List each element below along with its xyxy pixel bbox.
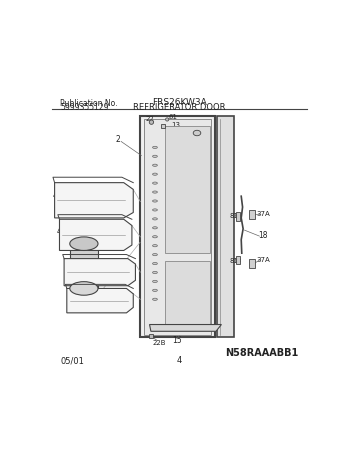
Text: 5999355129: 5999355129 — [60, 103, 108, 111]
Ellipse shape — [193, 130, 201, 136]
Text: 15: 15 — [173, 336, 182, 345]
Text: 7: 7 — [71, 236, 76, 246]
Text: 49: 49 — [69, 267, 77, 273]
Polygon shape — [70, 244, 98, 289]
Ellipse shape — [153, 182, 158, 184]
Ellipse shape — [70, 237, 98, 251]
Text: 4: 4 — [177, 356, 182, 365]
Text: 37A: 37A — [256, 211, 270, 217]
Ellipse shape — [153, 146, 158, 149]
Polygon shape — [165, 261, 210, 324]
Text: FRS26KW3A: FRS26KW3A — [152, 98, 207, 107]
Ellipse shape — [153, 245, 158, 247]
Ellipse shape — [153, 164, 158, 166]
Bar — [149, 334, 153, 338]
Text: 22: 22 — [145, 116, 154, 122]
Polygon shape — [67, 289, 133, 313]
Ellipse shape — [153, 226, 158, 229]
Text: 4: 4 — [53, 191, 58, 200]
Ellipse shape — [153, 298, 158, 300]
Ellipse shape — [153, 191, 158, 193]
Text: 81: 81 — [229, 213, 238, 219]
Ellipse shape — [153, 271, 158, 274]
Text: 2: 2 — [115, 135, 120, 144]
Ellipse shape — [70, 282, 98, 295]
Text: 4: 4 — [57, 227, 62, 236]
Polygon shape — [64, 259, 135, 286]
Ellipse shape — [153, 280, 158, 283]
Ellipse shape — [153, 289, 158, 291]
Text: 05/01: 05/01 — [60, 356, 84, 365]
Ellipse shape — [153, 173, 158, 175]
Polygon shape — [140, 116, 215, 337]
Bar — [248, 210, 254, 219]
Text: 61: 61 — [168, 114, 177, 120]
Polygon shape — [217, 116, 234, 337]
Text: 37A: 37A — [256, 257, 270, 263]
Ellipse shape — [153, 200, 158, 202]
Ellipse shape — [153, 155, 158, 157]
Polygon shape — [149, 324, 222, 331]
Polygon shape — [144, 119, 211, 335]
Text: 18: 18 — [258, 231, 268, 240]
Text: 96: 96 — [200, 130, 209, 136]
Ellipse shape — [153, 254, 158, 255]
Bar — [248, 259, 254, 268]
Bar — [236, 256, 240, 264]
Text: 13: 13 — [172, 122, 180, 128]
Polygon shape — [55, 183, 133, 218]
Text: Publication No.: Publication No. — [60, 99, 118, 107]
Ellipse shape — [153, 218, 158, 220]
Ellipse shape — [153, 209, 158, 211]
Polygon shape — [60, 219, 132, 251]
Text: 81: 81 — [229, 257, 238, 264]
Bar — [236, 212, 240, 221]
Ellipse shape — [166, 118, 169, 121]
Text: REFRIGERATOR DOOR: REFRIGERATOR DOOR — [133, 103, 226, 112]
Text: N58RAAABB1: N58RAAABB1 — [225, 348, 299, 358]
Ellipse shape — [153, 236, 158, 238]
Text: 22B: 22B — [153, 340, 166, 346]
Polygon shape — [165, 125, 210, 253]
Bar — [161, 124, 165, 128]
Ellipse shape — [149, 120, 154, 124]
Text: 49: 49 — [70, 299, 79, 305]
Ellipse shape — [153, 262, 158, 265]
